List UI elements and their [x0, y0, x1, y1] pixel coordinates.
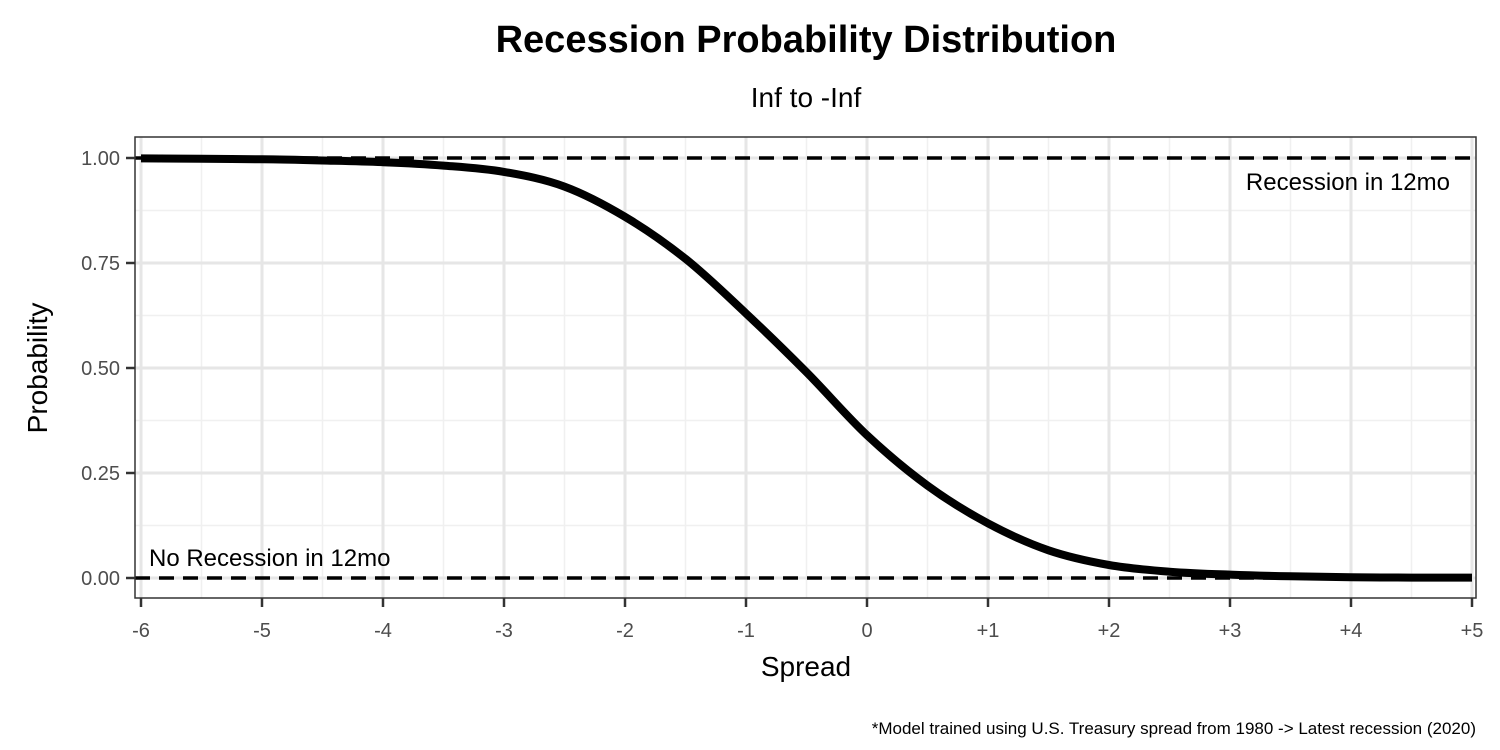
x-tick-label: 0 — [861, 620, 872, 642]
y-tick-label: 0.50 — [81, 358, 120, 380]
series-layer — [140, 154, 1473, 582]
x-tick-label: +5 — [1461, 620, 1484, 642]
x-tick-label: +3 — [1219, 620, 1242, 642]
y-tick-label: 0.25 — [81, 463, 120, 485]
series-line-0 — [140, 154, 1473, 582]
x-axis: -6 -5 -4 -3 -2 -1 0 +1 +2 +3 +4 +5 — [132, 598, 1483, 642]
x-tick-label: -4 — [374, 620, 392, 642]
y-tick-label: 1.00 — [81, 148, 120, 170]
x-tick-label: -3 — [495, 620, 513, 642]
x-tick-label: -6 — [132, 620, 150, 642]
chart-title: Recession Probability Distribution — [496, 19, 1117, 61]
grid-minor — [135, 137, 1476, 598]
y-axis-title: Probability — [22, 303, 53, 434]
annotation-recession: Recession in 12mo — [1246, 169, 1450, 196]
x-tick-label: +1 — [977, 620, 1000, 642]
x-tick-label: -5 — [253, 620, 271, 642]
x-tick-label: -2 — [616, 620, 634, 642]
x-tick-label: +2 — [1098, 620, 1121, 642]
y-axis: 0.00 0.25 0.50 0.75 1.00 — [81, 148, 135, 590]
y-tick-label: 0.75 — [81, 253, 120, 275]
chart-caption: *Model trained using U.S. Treasury sprea… — [872, 719, 1476, 738]
x-axis-title: Spread — [761, 651, 851, 682]
annotation-no-recession: No Recession in 12mo — [149, 545, 390, 572]
chart-subtitle: Inf to -Inf — [751, 82, 862, 113]
x-tick-label: -1 — [737, 620, 755, 642]
y-tick-label: 0.00 — [81, 568, 120, 590]
x-tick-label: +4 — [1340, 620, 1363, 642]
